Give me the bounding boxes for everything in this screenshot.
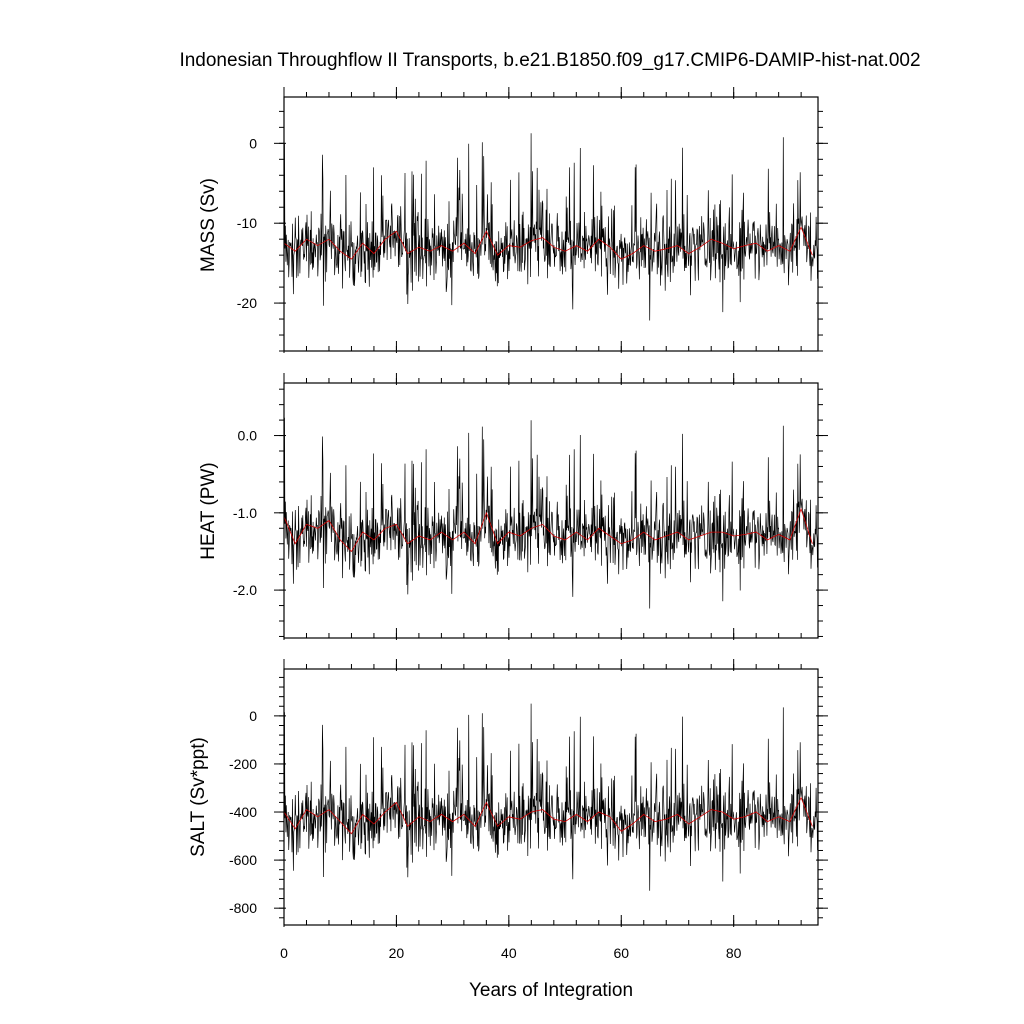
mass-plot-frame: [283, 96, 819, 352]
panel-salt: SALT (Sv*ppt) 0 20 40 60 80 0 -200 -400 -600 -800: [188, 659, 828, 961]
mass-monthly-series-line: [284, 133, 818, 321]
mass-y-tick-label: -10: [237, 215, 257, 231]
x-tick-label: 80: [726, 945, 742, 961]
panel-heat: HEAT (PW) 0.0 -1.0 -2.0: [198, 373, 828, 640]
heat-y-tick-label: -2.0: [233, 582, 257, 598]
salt-y-tick-label: -600: [229, 852, 257, 868]
salt-y-tick-label: -800: [229, 900, 257, 916]
x-tick-label: 20: [389, 945, 405, 961]
heat-y-tick-label: -1.0: [233, 505, 257, 521]
mass-y-tick-label: 0: [249, 135, 257, 151]
chart-title: Indonesian Throughflow II Transports, b.…: [179, 50, 920, 71]
salt-plot-frame: [283, 668, 819, 926]
x-tick-label: 0: [280, 945, 288, 961]
heat-y-tick-label: 0.0: [238, 428, 258, 444]
salt-y-tick-label: 0: [249, 708, 257, 724]
x-tick-label: 60: [613, 945, 629, 961]
x-tick-label: 40: [501, 945, 517, 961]
panel-mass: MASS (Sv) 0 -10 -20: [198, 87, 828, 353]
x-axis-label: Years of Integration: [469, 980, 633, 1001]
heat-plot-frame: [283, 382, 819, 639]
mass-y-tick-label: -20: [237, 295, 257, 311]
heat-smoothed-series-line: [283, 507, 813, 553]
salt-y-tick-label: -400: [229, 804, 257, 820]
panel-heat-ylabel: HEAT (PW): [198, 462, 219, 559]
panel-salt-ylabel: SALT (Sv*ppt): [188, 737, 209, 857]
mass-smoothed-series-line: [283, 226, 813, 260]
panel-mass-ylabel: MASS (Sv): [198, 178, 219, 272]
salt-smoothed-series-line: [283, 796, 813, 835]
heat-monthly-series-line: [284, 417, 818, 609]
salt-y-tick-label: -200: [229, 756, 257, 772]
salt-monthly-series-line: [284, 703, 818, 891]
